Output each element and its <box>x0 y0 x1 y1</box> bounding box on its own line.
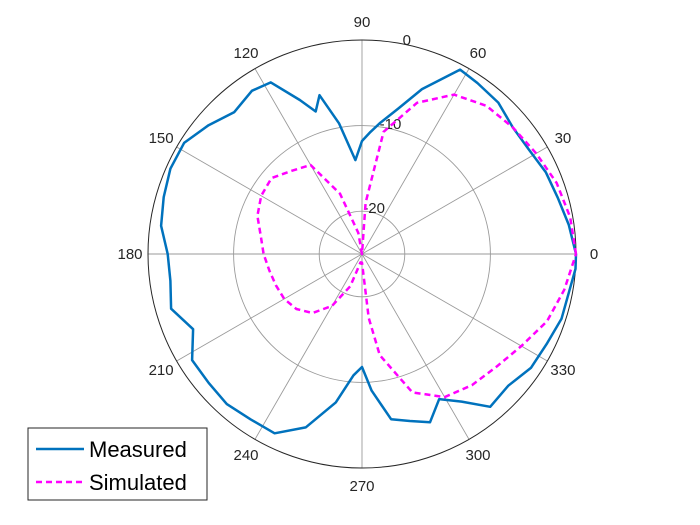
ring--20 <box>318 210 406 298</box>
angle-label-60: 60 <box>470 45 487 62</box>
angle-label-180: 180 <box>117 246 142 263</box>
angle-label-90: 90 <box>354 14 371 31</box>
radial-label-0: 0 <box>403 32 411 49</box>
spoke-210 <box>176 253 363 362</box>
legend-label-simulated: Simulated <box>89 470 187 495</box>
spoke-150 <box>176 146 363 255</box>
angle-label-240: 240 <box>233 447 258 464</box>
polar-grid <box>147 39 577 469</box>
spoke-30 <box>361 146 548 255</box>
series-line-measured <box>159 68 578 435</box>
spoke-60 <box>361 68 470 255</box>
spoke-300 <box>361 253 470 440</box>
spoke-120 <box>254 68 363 255</box>
angle-label-210: 210 <box>149 362 174 379</box>
spoke-240 <box>254 253 363 440</box>
angle-label-270: 270 <box>349 478 374 495</box>
ring--10 <box>233 125 491 383</box>
series-lines <box>159 68 578 435</box>
spoke-330 <box>361 253 548 362</box>
legend-label-measured: Measured <box>89 437 187 462</box>
angle-label-30: 30 <box>555 130 572 147</box>
angle-label-120: 120 <box>233 45 258 62</box>
legend-box <box>27 427 208 501</box>
legend: Measured Simulated <box>27 427 208 501</box>
angle-label-300: 300 <box>465 447 490 464</box>
radial-label--20: -20 <box>363 200 385 217</box>
angle-label-150: 150 <box>149 130 174 147</box>
angle-label-0: 0 <box>590 246 598 263</box>
angle-label-330: 330 <box>550 362 575 379</box>
